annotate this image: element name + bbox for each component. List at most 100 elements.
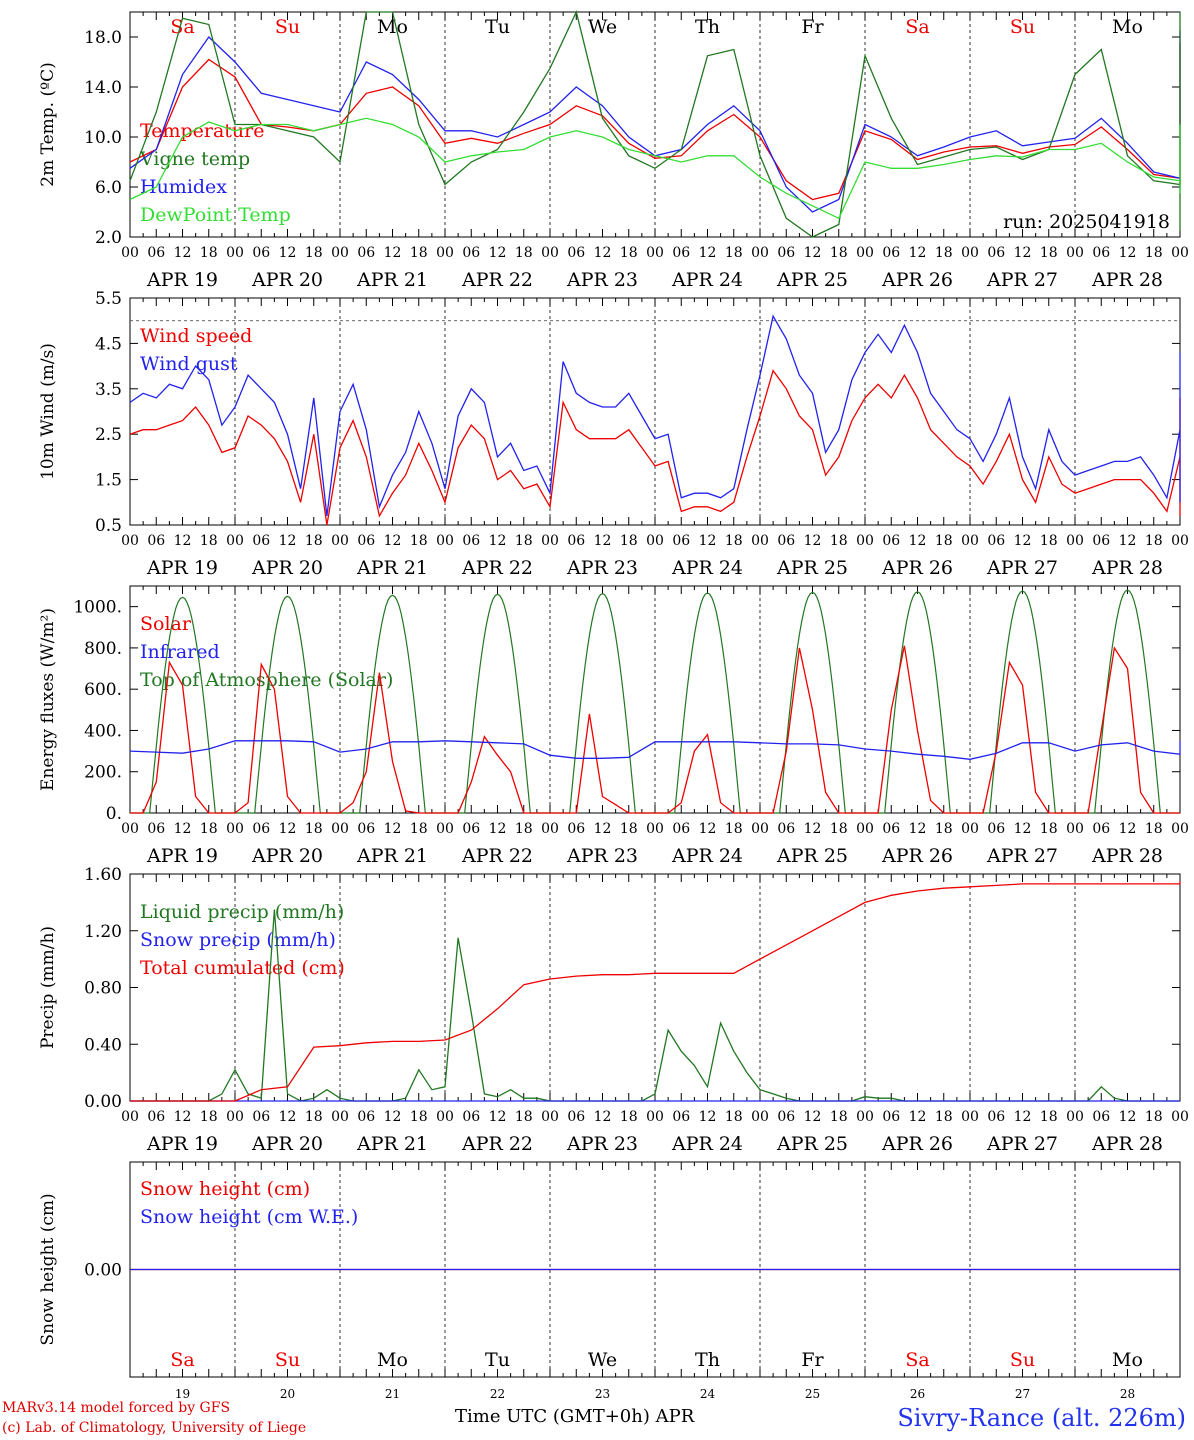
y-tick-label: 5.5 xyxy=(95,289,122,309)
weekday-label: Su xyxy=(1010,16,1035,38)
hour-label: 06 xyxy=(462,821,480,837)
date-label: APR 20 xyxy=(251,1133,323,1155)
day-number: 27 xyxy=(1015,1387,1030,1401)
hour-label: 06 xyxy=(882,821,900,837)
hour-label: 12 xyxy=(1119,821,1137,837)
legend-entry: Snow height (cm) xyxy=(140,1178,310,1200)
date-label: APR 26 xyxy=(881,269,953,291)
hour-label: 06 xyxy=(882,533,900,549)
panel-5: 0.00 Snow height (cm) Snow height (cm) Snow… xyxy=(38,1161,1181,1401)
y-tick-label: 2.5 xyxy=(95,425,122,445)
hour-label: 06 xyxy=(357,821,375,837)
hour-label: 12 xyxy=(699,245,717,261)
y-axis-title: Precip (mm/h) xyxy=(38,926,58,1049)
hour-label: 00 xyxy=(226,1109,244,1125)
hour-label: 18 xyxy=(830,533,848,549)
hour-label: 06 xyxy=(567,821,585,837)
legend-entry: Top of Atmosphere (Solar) xyxy=(140,669,393,691)
y-tick-label: 400. xyxy=(84,721,122,741)
hour-label: 00 xyxy=(121,1109,139,1125)
hour-label: 12 xyxy=(594,821,612,837)
y-tick-label: 0.00 xyxy=(84,1261,122,1281)
hour-label: 06 xyxy=(1092,821,1110,837)
hour-label: 18 xyxy=(620,533,638,549)
y-tick-label: 18.0 xyxy=(84,28,122,48)
panel-1: 2.0 6.0 10.0 14.0 18.0 2m Temp. (ºC) Temperatu… xyxy=(38,11,1189,291)
hour-label: 06 xyxy=(147,1109,165,1125)
weekday-label: Fr xyxy=(801,1349,824,1371)
hour-label: 12 xyxy=(594,1109,612,1125)
legend-entry: Infrared xyxy=(140,641,220,663)
hour-label: 06 xyxy=(1092,533,1110,549)
day-number: 23 xyxy=(595,1387,610,1401)
hour-label: 18 xyxy=(725,821,743,837)
legend-entry: Snow precip (mm/h) xyxy=(140,929,336,951)
weekday-label: Su xyxy=(275,1349,300,1371)
date-label: APR 25 xyxy=(776,1133,848,1155)
hour-label: 00 xyxy=(1171,821,1189,837)
date-label: APR 23 xyxy=(566,269,638,291)
date-label: APR 21 xyxy=(356,1133,428,1155)
hour-label: 18 xyxy=(1040,533,1058,549)
hour-label: 00 xyxy=(961,245,979,261)
hour-label: 12 xyxy=(174,821,192,837)
hour-label: 00 xyxy=(1066,1109,1084,1125)
hour-label: 12 xyxy=(804,533,822,549)
hour-label: 12 xyxy=(909,821,927,837)
y-tick-label: 200. xyxy=(84,763,122,783)
series-dewpoint-temp xyxy=(129,117,1181,220)
hour-label: 00 xyxy=(646,1109,664,1125)
hour-label: 00 xyxy=(226,533,244,549)
y-tick-label: 800. xyxy=(84,639,122,659)
hour-label: 18 xyxy=(515,245,533,261)
hour-label: 06 xyxy=(987,245,1005,261)
hour-label: 12 xyxy=(279,245,297,261)
hour-label: 18 xyxy=(200,1109,218,1125)
hour-label: 06 xyxy=(882,245,900,261)
hour-label: 18 xyxy=(620,821,638,837)
hour-label: 18 xyxy=(410,1109,428,1125)
hour-label: 06 xyxy=(252,533,270,549)
weekday-label: Mo xyxy=(377,16,408,38)
hour-label: 12 xyxy=(384,533,402,549)
hour-label: 00 xyxy=(1171,1109,1189,1125)
hour-label: 18 xyxy=(830,245,848,261)
date-label: APR 23 xyxy=(566,845,638,867)
hour-label: 06 xyxy=(147,821,165,837)
hour-label: 12 xyxy=(1014,1109,1032,1125)
hour-label: 12 xyxy=(909,1109,927,1125)
hour-label: 00 xyxy=(856,821,874,837)
date-label: APR 22 xyxy=(461,557,533,579)
hour-label: 12 xyxy=(909,533,927,549)
date-label: APR 27 xyxy=(986,269,1058,291)
hour-label: 06 xyxy=(567,1109,585,1125)
day-number: 22 xyxy=(490,1387,505,1401)
date-label: APR 21 xyxy=(356,845,428,867)
date-label: APR 26 xyxy=(881,1133,953,1155)
hour-label: 18 xyxy=(410,533,428,549)
weekday-label: Sa xyxy=(905,1349,929,1371)
hour-label: 18 xyxy=(935,821,953,837)
y-tick-label: 0.5 xyxy=(95,516,122,536)
y-tick-label: 1.5 xyxy=(95,471,122,491)
hour-label: 06 xyxy=(777,533,795,549)
hour-label: 00 xyxy=(121,245,139,261)
hour-label: 06 xyxy=(777,821,795,837)
hour-label: 00 xyxy=(436,245,454,261)
series-wind-gust xyxy=(129,314,1181,516)
panel-2: 0.5 1.5 2.5 3.5 4.5 5.5 10m Wind (m/s) Wind spe… xyxy=(38,289,1189,579)
date-label: APR 20 xyxy=(251,269,323,291)
hour-label: 12 xyxy=(594,533,612,549)
weekday-label: Sa xyxy=(170,1349,194,1371)
hour-label: 00 xyxy=(436,821,454,837)
hour-label: 00 xyxy=(751,533,769,549)
series-top-of-atmosphere-solar xyxy=(550,592,655,814)
hour-label: 18 xyxy=(200,533,218,549)
date-label: APR 25 xyxy=(776,845,848,867)
weekday-label: Mo xyxy=(1112,1349,1143,1371)
legend-entry: Snow height (cm W.E.) xyxy=(140,1206,358,1228)
hour-label: 00 xyxy=(436,1109,454,1125)
date-label: APR 22 xyxy=(461,1133,533,1155)
date-label: APR 24 xyxy=(671,845,743,867)
